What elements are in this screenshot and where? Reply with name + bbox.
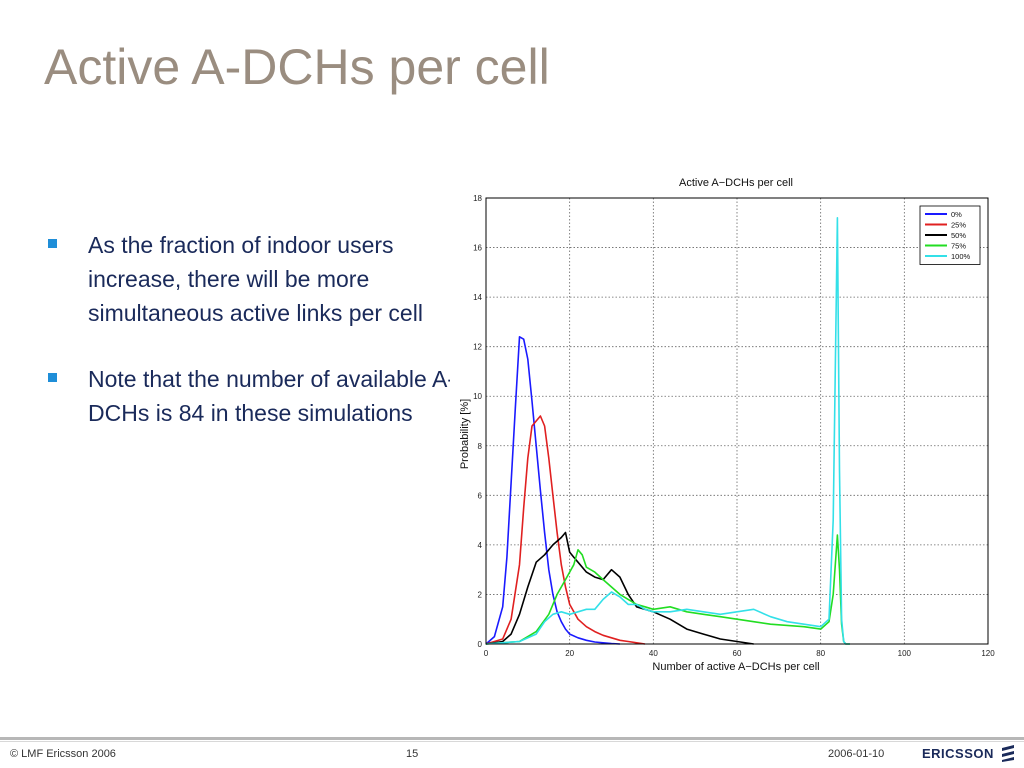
x-tick-label: 60: [733, 649, 742, 658]
y-tick-label: 8: [478, 442, 483, 451]
y-tick-label: 14: [473, 293, 482, 302]
bullet-text: As the fraction of indoor users increase…: [88, 232, 423, 326]
x-tick-label: 80: [816, 649, 825, 658]
series-line: [485, 531, 754, 645]
bullet-item: Note that the number of available A-DCHs…: [48, 362, 468, 430]
series-line: [485, 534, 850, 645]
x-tick-label: 20: [565, 649, 574, 658]
y-tick-label: 10: [473, 392, 482, 401]
slide-title: Active A-DCHs per cell: [44, 39, 550, 95]
legend-label: 0%: [951, 210, 962, 219]
x-tick-label: 40: [649, 649, 658, 658]
legend-label: 75%: [951, 242, 966, 251]
x-axis-label: Number of active A−DCHs per cell: [652, 661, 819, 673]
chart-series: [485, 216, 850, 645]
y-axis-label: Probability [%]: [459, 399, 471, 469]
footer-divider: [0, 737, 1024, 740]
series-line: [485, 216, 850, 645]
bullet-item: As the fraction of indoor users increase…: [48, 228, 468, 330]
chart-grid: [486, 198, 988, 644]
y-tick-label: 18: [473, 194, 482, 203]
plot-frame: [485, 197, 989, 645]
y-tick-label: 12: [473, 343, 482, 352]
chart-ticks: 0 20 40 60 80 100 120 0 2 4 6 8 10 12 14 16 18: [473, 194, 995, 658]
logo-wordmark: ERICSSON: [922, 745, 994, 761]
square-bullet-icon: [48, 239, 57, 248]
line-chart: Active A−DCHs per cell 0 20 40 60 80 100 120 0 2…: [450, 172, 1010, 680]
legend-label: 100%: [951, 252, 971, 261]
bullet-list: As the fraction of indoor users increase…: [48, 228, 468, 462]
chart-background: [450, 172, 1010, 680]
footer-date: 2006-01-10: [828, 748, 885, 760]
legend-label: 25%: [951, 221, 966, 230]
footer-copyright: © LMF Ericsson 2006: [10, 748, 116, 760]
series-line: [485, 415, 646, 645]
y-tick-label: 4: [478, 541, 483, 550]
x-tick-label: 100: [898, 649, 912, 658]
y-tick-label: 2: [478, 590, 483, 599]
legend-label: 50%: [951, 231, 966, 240]
page-number: 15: [406, 748, 419, 760]
square-bullet-icon: [48, 373, 57, 382]
y-tick-label: 0: [478, 640, 483, 649]
y-tick-label: 6: [478, 491, 483, 500]
chart-legend: 0% 25%50% 75%100%: [919, 205, 981, 265]
ericsson-logo: ERICSSON: [922, 744, 1016, 762]
x-tick-label: 0: [484, 649, 489, 658]
series-line: [485, 336, 620, 645]
chart-title: Active A−DCHs per cell: [679, 177, 793, 189]
ericsson-mark-icon: [1001, 745, 1014, 762]
y-tick-label: 16: [473, 244, 482, 253]
bullet-text: Note that the number of available A-DCHs…: [88, 366, 455, 426]
footer-divider-thin: [0, 741, 1024, 742]
x-tick-label: 120: [981, 649, 995, 658]
